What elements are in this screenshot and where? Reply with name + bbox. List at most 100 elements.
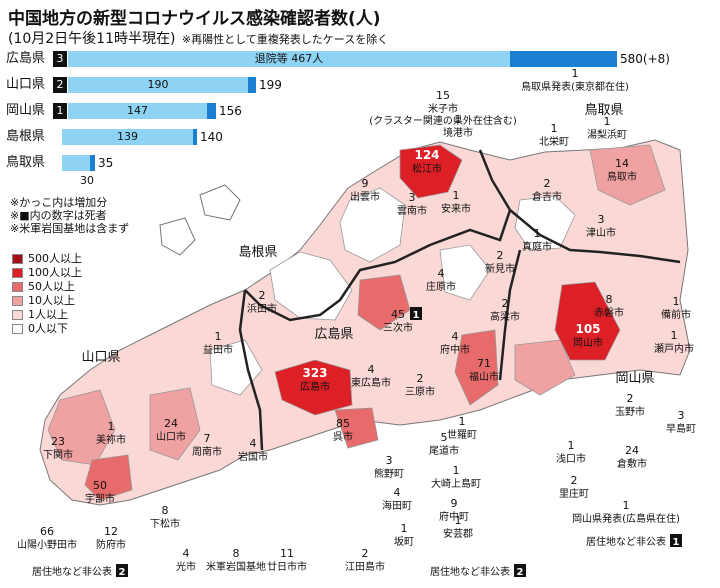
undisclosed-deaths: 2	[517, 567, 524, 578]
legend-swatch	[12, 324, 23, 334]
undisclosed-label: 居住地など非公表	[430, 565, 510, 578]
place-name: 安来市	[441, 202, 471, 215]
place-count: 1	[455, 113, 462, 126]
prefecture-name: 鳥取県	[584, 103, 623, 118]
legend-label: 500人以上	[28, 252, 82, 265]
bar-prefecture-label: 島根県	[6, 129, 46, 144]
place-name: 新見市	[485, 262, 515, 275]
place-name: 山口市	[156, 430, 186, 443]
place-count: 14	[615, 157, 629, 170]
deaths-badge: 1	[53, 103, 67, 119]
place-count: 1	[401, 522, 408, 535]
deaths-badge: 3	[53, 51, 67, 67]
place-name: 岩国市	[238, 450, 268, 463]
place-name: 益田市	[203, 343, 233, 356]
zero-area	[339, 187, 406, 263]
place-name: 瀬戸内市	[654, 342, 694, 355]
prefecture-name: 山口県	[81, 350, 120, 365]
place-name: 里庄町	[559, 487, 589, 500]
oki-islands	[159, 217, 196, 256]
place-name: 山陽小野田市	[17, 538, 77, 551]
place-name: 倉吉市	[532, 190, 562, 203]
place-name: 赤磐市	[594, 306, 624, 319]
place-name: 玉野市	[615, 405, 645, 418]
undisclosed-deaths: 1	[673, 537, 680, 548]
place-name: 府中町	[439, 510, 469, 523]
place-count: 105	[575, 322, 600, 336]
place-name: 浅口市	[556, 452, 586, 465]
deaths-count: 1	[413, 310, 420, 321]
bar-total-label: 199	[259, 78, 282, 92]
legend-swatch	[12, 254, 23, 264]
deaths-badge	[116, 564, 128, 577]
place-count: 9	[362, 177, 369, 190]
place-note: (クラスター関連の県外在住含む)	[369, 114, 517, 127]
place-count: 2	[544, 177, 551, 190]
place-name: 福山市	[469, 370, 499, 383]
place-name: 真庭市	[522, 240, 552, 253]
legend-label: 1人以上	[28, 308, 68, 321]
deaths-badge	[410, 307, 422, 320]
prefecture-border	[478, 149, 681, 264]
bar-total-label: 580(+8)	[620, 52, 670, 66]
place-name: 坂町	[394, 536, 414, 548]
place-name: 江田島市	[345, 560, 385, 573]
place-name: 大崎上島町	[431, 477, 481, 490]
place-name: 米子市	[428, 102, 458, 115]
place-count: 2	[362, 547, 369, 560]
legend-item: 50人以上	[12, 280, 82, 294]
legend-label: 0人以下	[28, 322, 68, 335]
place-count: 8	[606, 293, 613, 306]
place-name: 呉市	[333, 430, 353, 443]
place-name: 岡山市	[573, 336, 603, 349]
place-name: 雲南市	[397, 204, 427, 217]
zero-area	[269, 251, 353, 321]
prefecture-border	[498, 249, 522, 381]
timestamp: (10月2日午後11時半現在)	[8, 31, 176, 47]
bar-row: 広島県 3 退院等 467人 580(+8)	[6, 50, 716, 68]
place-name: 倉敷市	[617, 457, 647, 470]
place-count: 24	[625, 444, 639, 457]
place-name: 廿日市市	[267, 560, 307, 573]
legend-label: 50人以上	[28, 280, 75, 293]
place-name: 浜田市	[247, 302, 277, 315]
place-name: 米軍岩国基地	[206, 560, 266, 573]
place-count: 1	[572, 67, 579, 80]
place-count: 323	[302, 366, 327, 380]
notes: ※かっこ内は増加分 ※■内の数字は死者 ※米軍岩国基地は含まず	[10, 196, 129, 235]
place-name: 府中市	[440, 343, 470, 356]
oki-islands	[199, 184, 241, 221]
note: ※かっこ内は増加分	[10, 196, 108, 209]
bar-recovered	[62, 129, 193, 145]
area-100plus	[554, 281, 621, 361]
place-count: 1	[673, 295, 680, 308]
bar-total-label: 156	[219, 104, 242, 118]
area-50plus	[334, 407, 379, 449]
place-count: 8	[162, 504, 169, 517]
bar-inner-label: 147	[127, 104, 148, 117]
place-name: 熊野町	[374, 467, 404, 480]
prefecture-name: 岡山県	[615, 371, 654, 386]
legend-swatch	[12, 296, 23, 306]
bar-prefecture-label: 広島県	[6, 51, 46, 66]
place-count: 1	[215, 330, 222, 343]
place-count: 5	[441, 431, 448, 444]
prefecture-name: 広島県	[314, 327, 353, 342]
bar-recovered	[68, 103, 207, 119]
place-count: 85	[336, 417, 350, 430]
note: ※米軍岩国基地は含まず	[10, 222, 130, 235]
place-count: 2	[497, 249, 504, 262]
place-name: 北栄町	[539, 136, 569, 148]
place-name: 出雲市	[350, 190, 380, 203]
place-count: 4	[394, 486, 401, 499]
place-count: 3	[409, 191, 416, 204]
place-count: 1	[604, 115, 611, 128]
prefecture-border	[244, 209, 512, 322]
prefecture-name: 島根県	[238, 245, 277, 260]
place-name: 三原市	[405, 385, 435, 398]
place-name: 湯梨浜町	[587, 128, 627, 141]
place-count: 1	[453, 189, 460, 202]
place-name: 松江市	[412, 162, 442, 175]
place-count: 2	[502, 297, 509, 310]
